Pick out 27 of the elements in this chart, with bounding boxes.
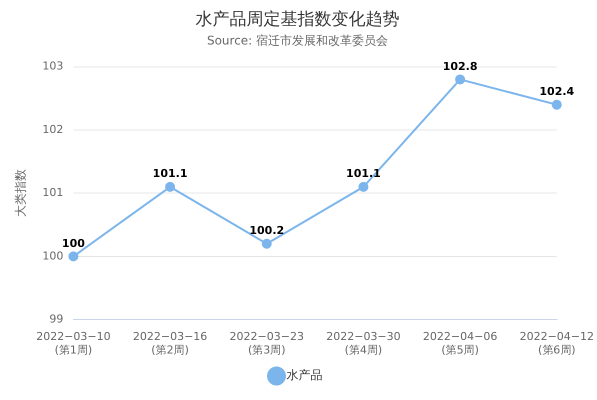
point	[358, 182, 368, 192]
x-tick-label: 2022−04−06 (第5周)	[422, 330, 498, 356]
y-tick-label: 103	[42, 60, 64, 73]
x-tick-label: 2022−03−30 (第4周)	[326, 330, 401, 356]
y-tick-label: 99	[49, 312, 64, 326]
data-label: 100.2	[249, 224, 284, 238]
chart-subtitle: Source: 宿迁市发展和改革委员会	[206, 34, 388, 48]
point	[262, 238, 272, 249]
point	[68, 251, 78, 262]
data-label: 100	[62, 236, 86, 250]
point	[552, 100, 562, 110]
x-tick-label: 2022−04−12 (第6周)	[520, 330, 594, 356]
data-label: 101.1	[346, 167, 381, 180]
data-label: 102.4	[539, 85, 575, 98]
y-tick-label: 101	[42, 186, 64, 200]
data-label: 101.1	[152, 167, 188, 180]
y-tick-label: 102	[42, 122, 64, 136]
y-tick-label: 100	[42, 249, 64, 262]
data-label: 102.8	[442, 60, 478, 73]
legend-label: 水产品	[286, 368, 322, 382]
y-axis-title: 大类指数	[13, 169, 28, 218]
x-tick-label: 2022−03−16 (第2周)	[132, 330, 208, 356]
x-tick-label: 2022−03−10 (第1周)	[36, 330, 111, 356]
chart-title: 水产品周定基指数变化趋势	[196, 10, 400, 30]
point	[455, 74, 466, 84]
point	[165, 182, 176, 192]
x-tick-label: 2022−03−23 (第3周)	[230, 330, 304, 356]
